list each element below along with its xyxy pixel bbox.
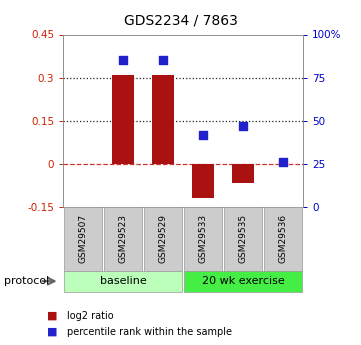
Text: GSM29507: GSM29507 [79, 214, 88, 264]
Text: ■: ■ [47, 327, 57, 337]
Text: 20 wk exercise: 20 wk exercise [202, 276, 284, 286]
Text: log2 ratio: log2 ratio [67, 311, 113, 321]
Text: percentile rank within the sample: percentile rank within the sample [67, 327, 232, 337]
Text: GSM29535: GSM29535 [239, 214, 248, 264]
Text: GSM29533: GSM29533 [199, 214, 208, 264]
Point [200, 132, 206, 137]
Point [240, 123, 246, 129]
Text: GSM29536: GSM29536 [279, 214, 288, 264]
Point [160, 58, 166, 63]
Bar [192, 164, 214, 198]
Text: GSM29529: GSM29529 [159, 214, 168, 264]
Point [120, 58, 126, 63]
Point [280, 159, 286, 165]
Text: ■: ■ [47, 311, 57, 321]
Text: GSM29523: GSM29523 [119, 214, 128, 264]
Text: protocol: protocol [4, 276, 49, 286]
Bar [232, 164, 254, 183]
Text: GDS2234 / 7863: GDS2234 / 7863 [123, 14, 238, 28]
Bar [152, 75, 174, 164]
Bar [112, 75, 134, 164]
Text: baseline: baseline [100, 276, 147, 286]
